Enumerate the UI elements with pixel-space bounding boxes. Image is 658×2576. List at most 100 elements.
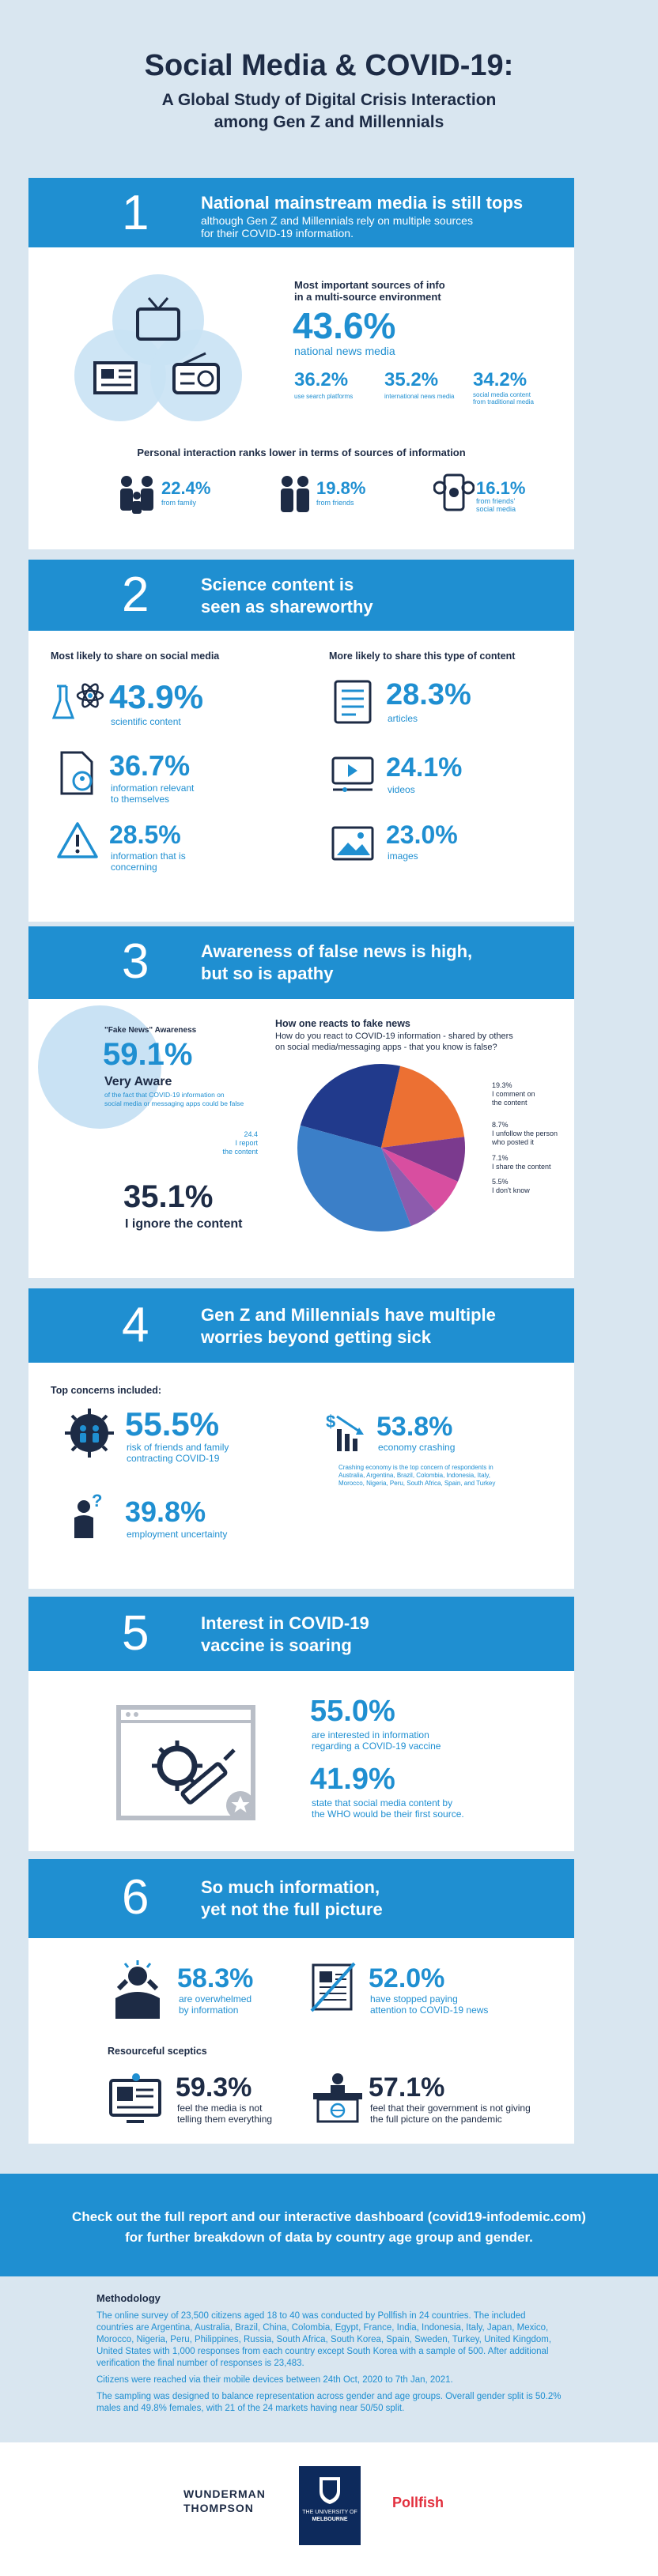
risk-family-label-1: risk of friends and family [127,1442,229,1453]
section-title: National mainstream media is still tops [201,193,524,213]
page-subtitle: A Global Study of Digital Crisis Interac… [0,89,658,134]
relevant-label-2: to themselves [111,794,170,805]
section-title-2: vaccine is soaring [201,1635,352,1655]
ignore-pct: 35.1% [123,1179,214,1214]
vaccine-interest-pct: 55.0% [310,1695,395,1728]
um-line-1: THE UNIVERSITY OF [302,2510,357,2515]
national-news-label: national news media [294,345,395,357]
section-6-band: 6 So much information, yet not the full … [28,1859,574,1938]
pie-slice-i-comment-on-the-content [381,1065,465,1148]
who-source-label-1: state that social media content by [312,1797,453,1808]
report-cta-banner: Check out the full report and our intera… [0,2174,658,2276]
media-venn-illustration [74,274,242,421]
section-title-1: Science content is [201,575,354,594]
section-2-band: 2 Science content is seen as shareworthy [28,560,574,631]
react-question-1: How do you react to COVID-19 information… [275,1032,513,1041]
videos-pct: 24.1% [386,752,463,783]
pie-slice-i-report-the-content [300,1064,401,1148]
friends-pct: 19.8% [316,478,366,498]
unfollow-pct: 8.7% [492,1121,509,1129]
stopped-attention-label-2: attention to COVID-19 news [370,2005,489,2016]
dontknow-pct: 5.5% [492,1178,509,1186]
awareness-note-1: of the fact that COVID-19 information on [104,1091,225,1099]
methodology-heading: Methodology [96,2292,161,2304]
react-question: How do you react to COVID-19 information… [275,1031,513,1053]
vaccine-interest-label: are interested in information regarding … [312,1729,441,1752]
government-podium-icon [313,2073,362,2123]
economy-pct: 53.8% [376,1412,453,1442]
section-3-band: 3 Awareness of false news is high, but s… [28,926,574,999]
national-news-pct: 43.6% [293,305,396,346]
awareness-circle [38,1005,161,1129]
radio-icon [172,352,220,394]
media-tv-icon [109,2073,161,2123]
concerning-label-2: concerning [111,862,157,873]
report-slice-label-1: I report [235,1139,258,1147]
government-pct: 57.1% [369,2072,445,2103]
risk-family-label-2: contracting COVID-19 [127,1453,220,1464]
awareness-note-2: social media or messaging apps could be … [104,1099,244,1107]
employment-question-icon: ? [74,1491,102,1538]
share-right-heading: More likely to share this type of conten… [329,651,516,662]
science-icon [51,683,104,719]
wt-line-2: THOMPSON [183,2502,254,2514]
risk-family-pct: 55.5% [125,1405,220,1443]
economy-note-3: Morocco, Nigeria, Peru, South Africa, Sp… [338,1480,496,1487]
overwhelmed-pct: 58.3% [177,1963,254,1993]
section-3: 3 Awareness of false news is high, but s… [28,926,574,1278]
social-traditional-label: social media content from traditional me… [473,391,534,405]
methodology-p2: Citizens were reached via their mobile d… [96,2375,453,2385]
awareness-pct: 59.1% [103,1037,193,1072]
articles-pct: 28.3% [386,678,471,711]
section-subtitle-2: for their COVID-19 information. [201,227,354,239]
awareness-label: Very Aware [104,1075,172,1088]
page-title: Social Media & COVID-19: [144,49,514,82]
section-title-1: So much information, [201,1877,380,1897]
section-1-band: 1 National mainstream media is still top… [28,178,574,247]
share-label: 7.1% I share the content [492,1154,579,1171]
report-slice-pct: 24.4 [244,1130,258,1138]
react-question-2: on social media/messaging apps - that yo… [275,1043,497,1052]
reaction-pie-chart [297,1064,465,1231]
share-pct: 7.1% [492,1154,509,1162]
dontknow-line-1: I don't know [492,1186,530,1194]
who-source-label: state that social media content by the W… [312,1797,464,1820]
warning-icon [57,822,98,858]
wunderman-thompson-logo: WUNDERMAN THOMPSON [183,2487,266,2515]
section-title-2: but so is apathy [201,964,334,983]
search-platforms-pct: 36.2% [294,369,349,390]
relevant-pct: 36.7% [109,749,191,782]
comment-pct: 19.3% [492,1081,512,1089]
svg-text:$: $ [326,1412,335,1431]
concerns-heading: Top concerns included: [51,1385,162,1396]
scientific-pct: 43.9% [109,678,204,715]
concerning-label: information that is concerning [111,850,186,873]
melbourne-logo: THE UNIVERSITY OF MELBOURNE [299,2466,361,2545]
friends-label: from friends [316,499,354,507]
stopped-attention-label-1: have stopped paying [370,1993,458,2005]
subtitle-line-1: A Global Study of Digital Crisis Interac… [161,91,497,109]
section-title-1: Gen Z and Millennials have multiple [201,1305,496,1325]
methodology-p1: The online survey of 23,500 citizens age… [96,2311,552,2368]
relevant-label-1: information relevant [111,783,195,794]
pie-slice-i-ignore-the-content [297,1125,411,1231]
document-user-icon [60,751,93,795]
international-news-label: international news media [384,393,455,400]
share-line-1: I share the content [492,1163,551,1171]
svg-text:?: ? [92,1491,102,1511]
vaccine-browser-illustration [116,1705,255,1820]
tv-icon [136,297,180,341]
economy-note-2: Australia, Argentina, Brazil, Colombia, … [338,1472,490,1479]
section-number: 5 [122,1606,149,1661]
media-not-telling-label-1: feel the media is not [177,2103,263,2114]
share-left-heading: Most likely to share on social media [51,651,220,662]
footer-logos: WUNDERMAN THOMPSON THE UNIVERSITY OF MEL… [0,2442,658,2576]
section-4: 4 Gen Z and Millennials have multiple wo… [28,1288,574,1589]
section-6: 6 So much information, yet not the full … [28,1859,574,2144]
social-traditional-label-1: social media content [473,391,531,398]
awareness-heading: "Fake News" Awareness [104,1026,197,1035]
video-icon [331,756,374,792]
virus-family-icon [65,1409,114,1458]
government-label-2: the full picture on the pandemic [370,2114,502,2125]
